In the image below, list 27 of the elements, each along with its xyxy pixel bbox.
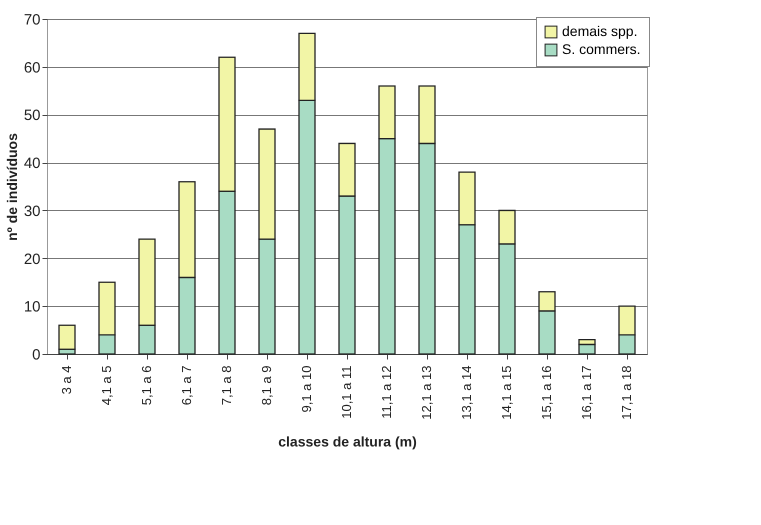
x-tick-label: 6,1 a 7: [179, 366, 194, 406]
y-axis-title: nº de indivíduos: [4, 132, 20, 241]
x-tick-label: 3 a 4: [59, 366, 74, 394]
legend-label: demais spp.: [562, 23, 638, 39]
y-tick-label: 0: [32, 346, 40, 364]
y-tick-label: 30: [24, 202, 40, 220]
y-tick-label: 40: [24, 155, 40, 172]
legend-label: S. commers.: [562, 41, 641, 57]
y-tick-label: 50: [24, 107, 40, 124]
x-tick-label: 7,1 a 8: [219, 366, 234, 406]
x-tick-label: 17,1 a 18: [619, 366, 634, 420]
x-tick-label: 9,1 a 10: [299, 366, 314, 412]
y-tick-label: 60: [24, 59, 40, 76]
x-tick-label: 5,1 a 6: [139, 366, 154, 406]
x-tick-label: 8,1 a 9: [259, 366, 274, 406]
y-tick-label: 70: [24, 12, 40, 28]
x-tick-label: 14,1 a 15: [499, 366, 514, 420]
x-tick-label: 12,1 a 13: [419, 366, 434, 420]
x-tick-label: 11,1 a 12: [379, 366, 394, 419]
y-tick-label: 20: [24, 250, 40, 268]
x-tick-label: 10,1 a 11: [339, 366, 354, 419]
x-tick-label: 15,1 a 16: [539, 366, 554, 420]
x-tick-label: 4,1 a 5: [99, 366, 114, 406]
x-tick-label: 16,1 a 17: [579, 366, 594, 420]
x-axis-title: classes de altura (m): [278, 434, 417, 450]
y-tick-label: 10: [24, 298, 40, 316]
x-tick-label: 13,1 a 14: [459, 366, 474, 420]
